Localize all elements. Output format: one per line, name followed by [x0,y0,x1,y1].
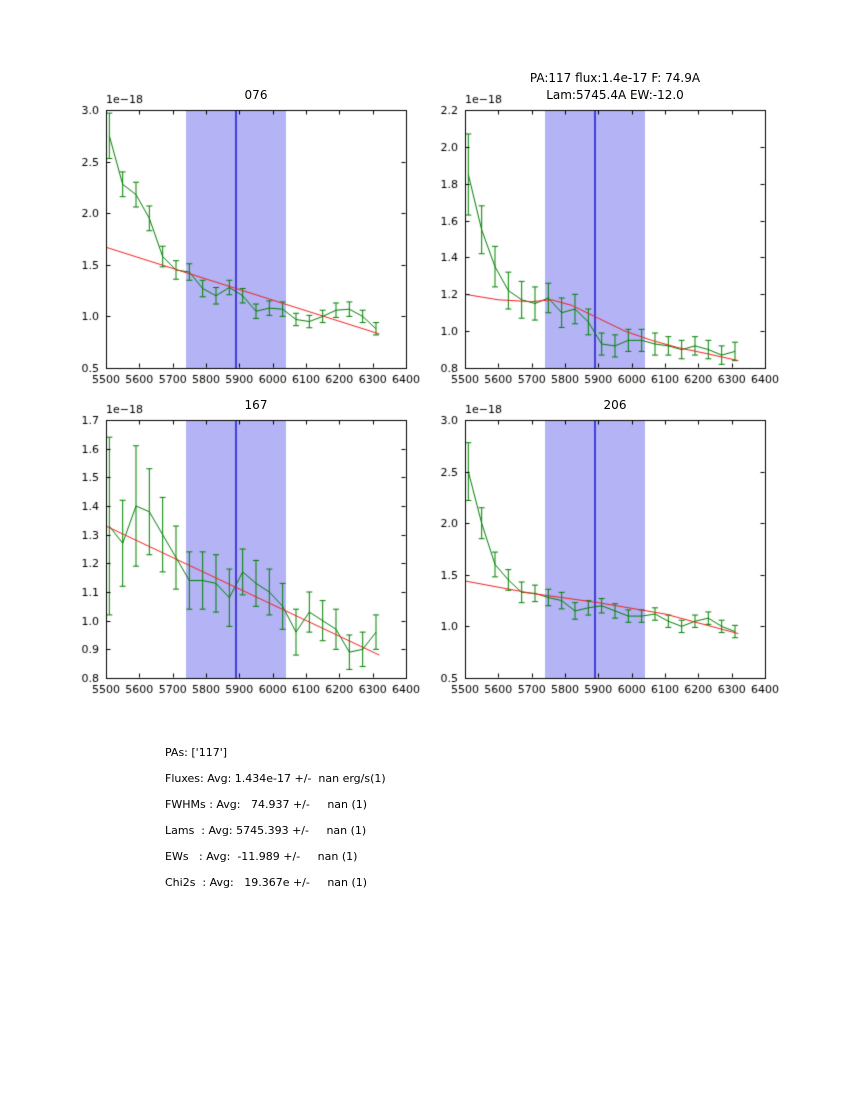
subplot-title-167: 167 [244,398,268,412]
stats-block: PAs: ['117'] Fluxes: Avg: 1.434e-17 +/- … [165,740,386,896]
stats-line-fluxes: Fluxes: Avg: 1.434e-17 +/- nan erg/s(1) [165,772,386,785]
stats-line-fwhms: FWHMs : Avg: 74.937 +/- nan (1) [165,798,368,811]
subplot-title-206: 206 [603,398,627,412]
subplot-title-076: 076 [244,88,268,102]
stats-line-pas: PAs: ['117'] [165,746,228,759]
subplot-title-pa117: PA:117 flux:1.4e-17 F: 74.9A Lam:5745.4A… [529,71,701,102]
stats-line-chi2s: Chi2s : Avg: 19.367e +/- nan (1) [165,876,368,889]
stats-line-lams: Lams : Avg: 5745.393 +/- nan (1) [165,824,367,837]
stats-line-ews: EWs : Avg: -11.989 +/- nan (1) [165,850,358,863]
